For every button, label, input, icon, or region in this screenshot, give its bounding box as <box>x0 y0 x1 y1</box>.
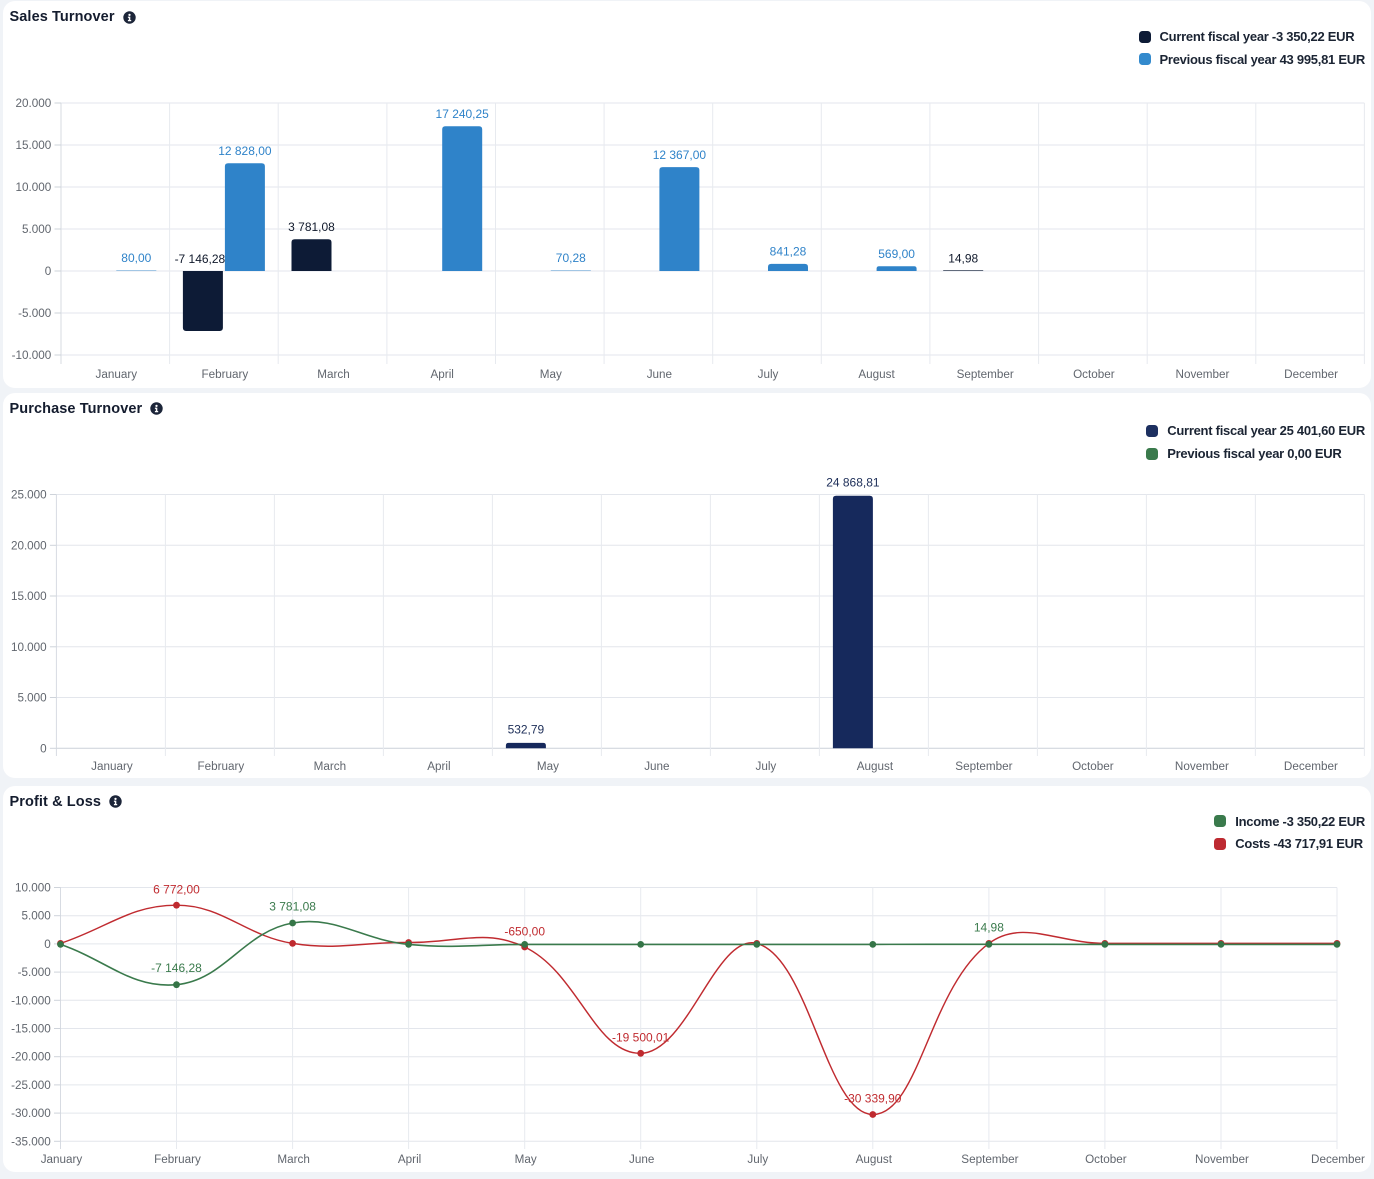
svg-text:5.000: 5.000 <box>17 691 47 704</box>
svg-text:March: March <box>314 759 346 772</box>
svg-text:-25.000: -25.000 <box>11 1078 51 1091</box>
svg-text:10.000: 10.000 <box>15 881 51 894</box>
svg-text:March: March <box>317 368 349 381</box>
svg-text:September: September <box>955 759 1012 772</box>
svg-text:14,98: 14,98 <box>948 252 978 266</box>
svg-text:November: November <box>1175 759 1229 772</box>
svg-text:-20.000: -20.000 <box>11 1050 51 1063</box>
svg-text:5.000: 5.000 <box>22 223 52 236</box>
svg-text:September: September <box>961 1152 1018 1165</box>
svg-text:12 367,00: 12 367,00 <box>653 148 707 162</box>
svg-text:80,00: 80,00 <box>121 251 151 265</box>
svg-text:3 781,08: 3 781,08 <box>288 220 335 234</box>
svg-text:July: July <box>747 1152 768 1165</box>
svg-text:25.000: 25.000 <box>11 488 47 501</box>
svg-text:July: July <box>755 759 776 772</box>
svg-text:20.000: 20.000 <box>16 97 52 110</box>
svg-text:24 868,81: 24 868,81 <box>826 475 880 489</box>
svg-text:-19 500,01: -19 500,01 <box>612 1030 670 1044</box>
svg-text:July: July <box>758 368 779 381</box>
svg-text:6 772,00: 6 772,00 <box>153 882 200 896</box>
svg-text:841,28: 841,28 <box>770 245 807 259</box>
svg-text:-10.000: -10.000 <box>11 994 51 1007</box>
svg-text:August: August <box>856 1152 893 1165</box>
svg-text:0: 0 <box>44 937 51 950</box>
svg-text:3 781,08: 3 781,08 <box>269 899 316 913</box>
svg-text:November: November <box>1195 1152 1249 1165</box>
svg-text:15.000: 15.000 <box>11 589 47 602</box>
svg-text:14,98: 14,98 <box>974 920 1004 934</box>
svg-text:June: June <box>647 368 672 381</box>
svg-text:December: December <box>1284 368 1338 381</box>
svg-text:February: February <box>202 368 249 381</box>
svg-text:-30 339,90: -30 339,90 <box>844 1091 902 1105</box>
svg-text:17 240,25: 17 240,25 <box>436 107 490 121</box>
svg-text:January: January <box>41 1152 83 1165</box>
svg-text:5.000: 5.000 <box>22 909 52 922</box>
svg-text:-15.000: -15.000 <box>11 1022 51 1035</box>
svg-text:March: March <box>277 1152 309 1165</box>
svg-text:0: 0 <box>40 742 47 755</box>
svg-text:April: April <box>427 759 450 772</box>
svg-text:-5.000: -5.000 <box>18 307 52 320</box>
svg-text:-650,00: -650,00 <box>504 924 545 938</box>
svg-text:May: May <box>537 759 559 772</box>
svg-text:12 828,00: 12 828,00 <box>218 144 272 158</box>
svg-text:June: June <box>629 1152 654 1165</box>
svg-text:December: December <box>1284 759 1338 772</box>
svg-text:February: February <box>154 1152 201 1165</box>
svg-text:-7 146,28: -7 146,28 <box>151 960 202 974</box>
svg-text:August: August <box>857 759 894 772</box>
svg-text:October: October <box>1073 368 1115 381</box>
svg-text:70,28: 70,28 <box>556 251 586 265</box>
svg-text:September: September <box>957 368 1014 381</box>
svg-text:October: October <box>1085 1152 1127 1165</box>
svg-text:June: June <box>644 759 669 772</box>
svg-text:January: January <box>91 759 133 772</box>
svg-text:-30.000: -30.000 <box>11 1107 51 1120</box>
svg-text:10.000: 10.000 <box>11 640 47 653</box>
svg-text:-10.000: -10.000 <box>12 349 52 362</box>
svg-text:569,00: 569,00 <box>878 247 915 261</box>
svg-text:August: August <box>858 368 895 381</box>
svg-text:15.000: 15.000 <box>16 139 52 152</box>
svg-text:April: April <box>431 368 454 381</box>
svg-text:-5.000: -5.000 <box>18 966 52 979</box>
svg-text:November: November <box>1176 368 1230 381</box>
svg-text:February: February <box>198 759 245 772</box>
svg-text:May: May <box>515 1152 537 1165</box>
svg-text:April: April <box>398 1152 421 1165</box>
svg-text:10.000: 10.000 <box>16 181 52 194</box>
svg-text:December: December <box>1311 1152 1365 1165</box>
svg-text:532,79: 532,79 <box>508 722 545 736</box>
svg-text:-7 146,28: -7 146,28 <box>175 252 226 266</box>
svg-text:-35.000: -35.000 <box>11 1135 51 1148</box>
svg-text:January: January <box>96 368 138 381</box>
svg-text:May: May <box>540 368 562 381</box>
svg-text:20.000: 20.000 <box>11 539 47 552</box>
svg-text:0: 0 <box>45 265 52 278</box>
svg-text:October: October <box>1072 759 1114 772</box>
